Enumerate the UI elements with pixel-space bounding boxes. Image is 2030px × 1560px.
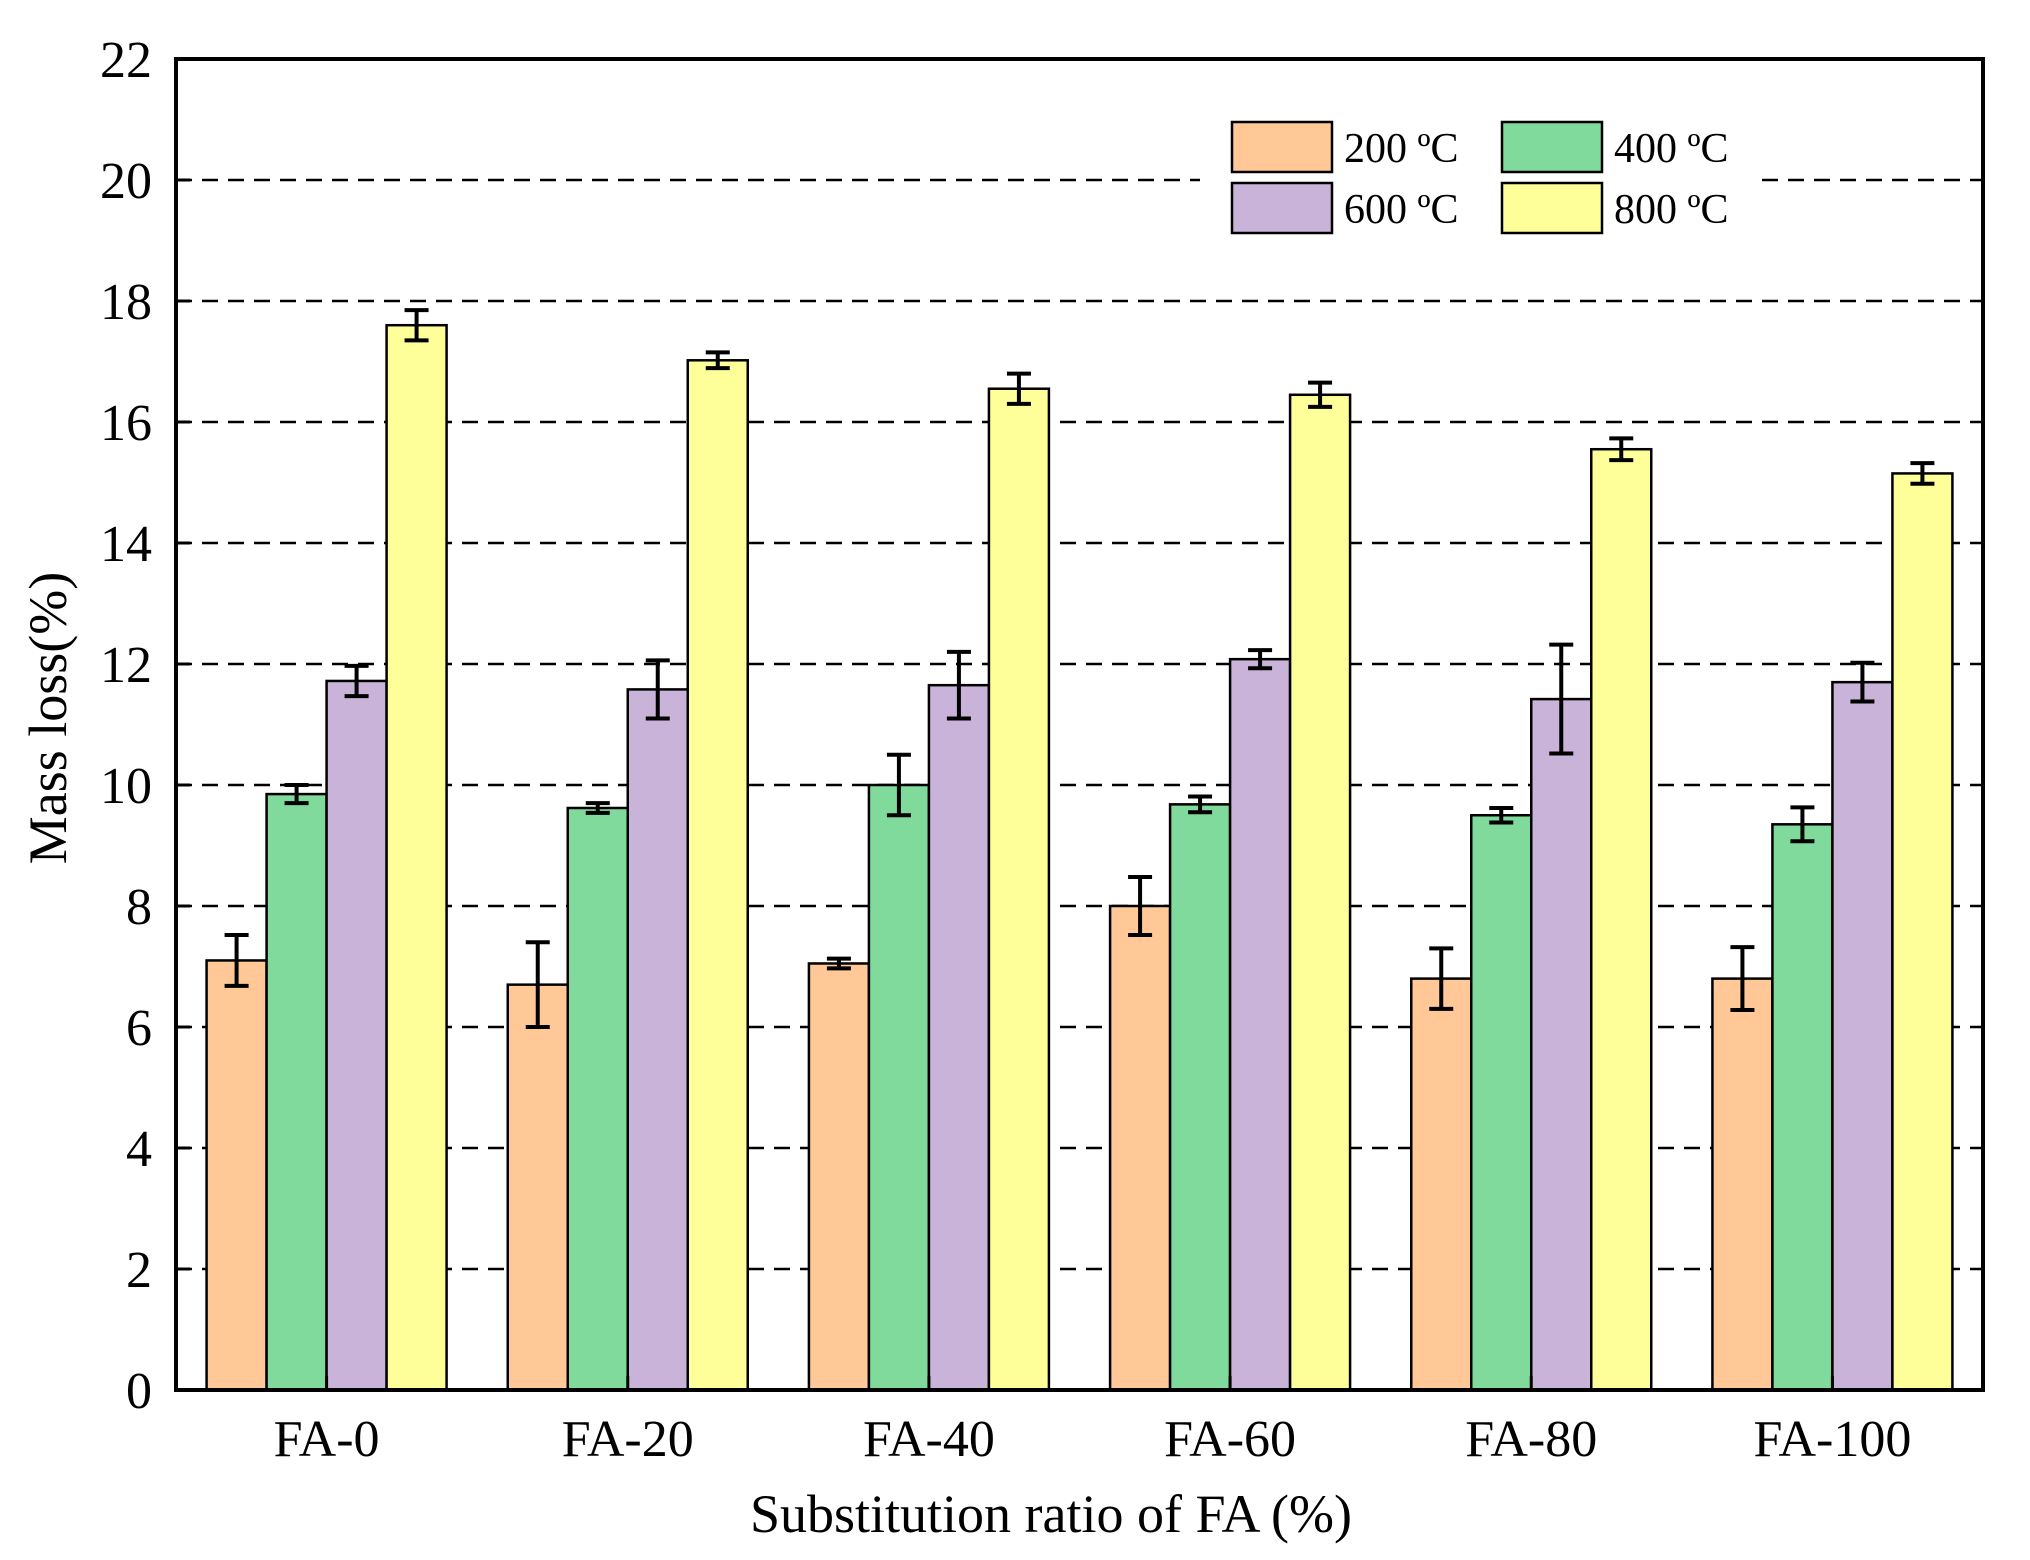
bar-fa-0-400c <box>265 792 328 1392</box>
error-bar-fa-80-600c <box>1549 642 1574 756</box>
legend-label-600c: 600 ºC <box>1344 187 1459 233</box>
legend: 200 ºC 400 ºC 600 ºC 800 ºC <box>1200 108 1760 243</box>
error-bar-fa-20-200c <box>525 940 550 1029</box>
error-bar-fa-100-200c <box>1730 945 1755 1013</box>
bar-fa-40-800c <box>987 387 1051 1392</box>
error-bar-fa-80-200c <box>1429 946 1454 1011</box>
y-tick-label-8: 8 <box>126 879 152 936</box>
y-axis-title: Mass loss(%) <box>18 572 78 865</box>
legend-swatch-800c <box>1500 181 1604 235</box>
plot-frame <box>174 57 1985 1392</box>
error-bar-fa-60-400c <box>1188 794 1213 815</box>
error-bar-fa-60-600c <box>1248 648 1273 671</box>
bar-fa-40-200c <box>807 962 871 1392</box>
error-bar-fa-60-800c <box>1308 380 1333 409</box>
y-tick-label-0: 0 <box>126 1363 152 1420</box>
bar-fa-20-400c <box>566 806 629 1392</box>
legend-swatch-600c <box>1230 181 1334 235</box>
bar-fa-60-400c <box>1168 803 1232 1392</box>
y-tick-label-22: 22 <box>100 32 152 89</box>
error-bar-fa-20-400c <box>585 801 610 815</box>
bar-fa-40-600c <box>927 683 991 1392</box>
legend-label-400c: 400 ºC <box>1614 126 1729 172</box>
x-tick-label-fa-60: FA-60 <box>1164 1411 1296 1468</box>
x-tick-label-fa-80: FA-80 <box>1465 1411 1597 1468</box>
error-bar-fa-100-800c <box>1910 461 1935 486</box>
error-bar-fa-0-400c <box>284 783 309 806</box>
bar-fa-80-800c <box>1590 447 1653 1392</box>
error-bar-fa-0-600c <box>344 663 369 699</box>
y-tick-label-10: 10 <box>100 758 152 815</box>
bar-fa-60-600c <box>1228 657 1292 1392</box>
x-axis-title: Substitution ratio of FA (%) <box>750 1484 1352 1544</box>
bar-fa-80-200c <box>1410 977 1473 1392</box>
y-tick-label-4: 4 <box>126 1121 152 1178</box>
y-tick-label-6: 6 <box>126 1000 152 1057</box>
bar-fa-100-400c <box>1771 823 1834 1392</box>
bar-fa-60-200c <box>1108 904 1172 1392</box>
x-tick-label-fa-40: FA-40 <box>863 1411 995 1468</box>
bar-fa-100-200c <box>1711 977 1774 1392</box>
error-bar-fa-40-600c <box>946 649 971 721</box>
y-tick-label-12: 12 <box>100 637 152 694</box>
grid-lines <box>176 178 1983 1271</box>
legend-swatch-200c <box>1230 120 1334 174</box>
y-tick-label-14: 14 <box>100 516 152 573</box>
x-tick-label-fa-0: FA-0 <box>274 1411 380 1468</box>
x-tick-label-fa-20: FA-20 <box>562 1411 694 1468</box>
error-bar-fa-40-400c <box>886 752 911 818</box>
legend-swatch-400c <box>1500 120 1604 174</box>
legend-label-800c: 800 ºC <box>1614 187 1729 233</box>
bar-fa-20-800c <box>686 359 749 1392</box>
bar-fa-0-600c <box>325 679 388 1392</box>
error-bar-fa-0-800c <box>404 308 429 343</box>
bar-fa-40-400c <box>867 783 931 1392</box>
bar-fa-100-600c <box>1831 680 1894 1392</box>
y-tick-label-2: 2 <box>126 1242 152 1299</box>
bar-fa-80-400c <box>1470 814 1533 1392</box>
error-bar-fa-80-400c <box>1489 805 1514 825</box>
error-bar-fa-80-800c <box>1609 436 1634 463</box>
bar-fa-80-600c <box>1530 697 1593 1392</box>
error-bar-fa-100-400c <box>1790 805 1815 844</box>
y-tick-label-18: 18 <box>100 274 152 331</box>
error-bar-fa-40-800c <box>1006 371 1031 406</box>
bar-fa-20-600c <box>626 688 689 1392</box>
bars <box>205 308 1954 1392</box>
y-tick-label-20: 20 <box>100 153 152 210</box>
error-bar-fa-20-800c <box>705 350 730 371</box>
legend-label-200c: 200 ºC <box>1344 126 1459 172</box>
error-bar-fa-60-200c <box>1128 874 1153 938</box>
bar-fa-0-800c <box>385 323 448 1392</box>
error-bar-fa-20-600c <box>645 658 670 721</box>
x-tick-label-fa-100: FA-100 <box>1753 1411 1911 1468</box>
axes: 0 2 4 6 8 10 12 14 16 18 20 22 FA-0 FA-20 FA-40 FA-60 FA… <box>100 32 1985 1468</box>
error-bar-fa-100-600c <box>1850 660 1875 704</box>
y-tick-label-16: 16 <box>100 395 152 452</box>
bar-fa-0-200c <box>205 959 268 1392</box>
error-bar-fa-40-200c <box>826 956 851 971</box>
bar-fa-60-800c <box>1288 393 1352 1392</box>
error-bar-fa-0-200c <box>224 933 249 988</box>
bar-fa-20-200c <box>506 983 569 1392</box>
bar-fa-100-800c <box>1891 472 1954 1392</box>
